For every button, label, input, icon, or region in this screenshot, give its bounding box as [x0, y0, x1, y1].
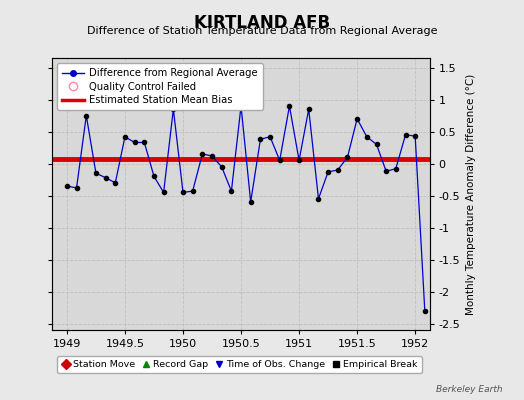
Point	[121, 134, 129, 140]
Point	[382, 168, 390, 174]
Point	[373, 141, 381, 148]
Point	[314, 196, 323, 202]
Point	[363, 134, 371, 140]
Point	[256, 136, 265, 142]
Point	[179, 189, 187, 196]
Point	[140, 139, 148, 146]
Point	[391, 166, 400, 172]
Point	[150, 173, 158, 180]
Text: KIRTLAND AFB: KIRTLAND AFB	[194, 14, 330, 32]
Point	[217, 164, 226, 170]
Point	[130, 139, 139, 146]
Point	[101, 174, 110, 181]
Point	[266, 134, 274, 140]
Point	[285, 103, 293, 109]
Point	[63, 183, 71, 189]
Point	[208, 153, 216, 159]
Point	[72, 185, 81, 191]
Point	[324, 169, 332, 175]
Point	[276, 157, 284, 164]
Text: Difference of Station Temperature Data from Regional Average: Difference of Station Temperature Data f…	[87, 26, 437, 36]
Point	[353, 116, 362, 122]
Point	[304, 106, 313, 112]
Point	[411, 133, 419, 139]
Point	[246, 199, 255, 205]
Legend: Station Move, Record Gap, Time of Obs. Change, Empirical Break: Station Move, Record Gap, Time of Obs. C…	[57, 356, 422, 373]
Point	[159, 189, 168, 196]
Point	[237, 103, 245, 109]
Point	[92, 170, 100, 176]
Point	[82, 112, 91, 119]
Point	[295, 157, 303, 164]
Point	[169, 106, 178, 112]
Point	[401, 132, 410, 138]
Point	[111, 180, 119, 186]
Y-axis label: Monthly Temperature Anomaly Difference (°C): Monthly Temperature Anomaly Difference (…	[466, 73, 476, 315]
Point	[227, 188, 236, 194]
Point	[343, 154, 352, 160]
Point	[198, 151, 206, 157]
Point	[421, 308, 429, 314]
Point	[334, 167, 342, 173]
Point	[189, 188, 197, 194]
Text: Berkeley Earth: Berkeley Earth	[436, 385, 503, 394]
